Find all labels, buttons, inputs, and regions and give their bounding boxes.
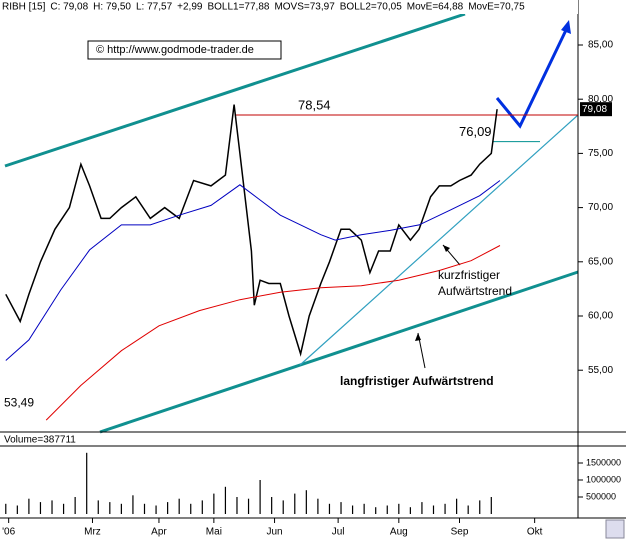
volume-bar: [167, 502, 169, 514]
y-tick-label: 80,00: [588, 94, 613, 105]
y-tick-label: 85,00: [588, 40, 613, 51]
annotation: Aufwärtstrend: [438, 284, 512, 298]
volume-bar: [317, 498, 319, 514]
tool-button[interactable]: [605, 519, 625, 539]
x-tick-label: Mai: [206, 527, 222, 538]
volume-bar: [444, 503, 446, 514]
volume-bar: [282, 500, 284, 514]
header-item: BOLL2=70,05: [340, 2, 402, 13]
header-item: BOLL1=77,88: [207, 2, 269, 13]
level-label: 76,09: [459, 124, 492, 139]
x-tick-label: Sep: [451, 527, 469, 538]
volume-bar: [432, 505, 435, 514]
volume-bar: [305, 490, 307, 514]
long-trend-line: [99, 270, 579, 434]
header-item: MOVS=73,97: [274, 2, 335, 13]
volume-bar: [386, 505, 388, 514]
volume-bar: [28, 498, 30, 514]
price-line: [5, 104, 498, 357]
volume-bar: [271, 497, 273, 514]
y-tick-label: 60,00: [588, 311, 613, 322]
volume-bar: [247, 498, 250, 514]
header-bar: [0, 0, 578, 14]
volume-bar: [456, 498, 458, 514]
volume-title: Volume=387711: [4, 435, 76, 446]
annotation: langfristiger Aufwärtstrend: [340, 374, 494, 388]
header-item: H: 79,50: [93, 2, 131, 13]
volume-bar: [375, 507, 377, 514]
pointer-head: [443, 245, 450, 252]
forecast-arrowhead: [561, 20, 571, 34]
volume-bar: [132, 495, 134, 514]
volume-bar: [62, 503, 65, 514]
pointer-head: [415, 333, 421, 341]
volume-bar: [74, 497, 76, 514]
upper-trend-line: [4, 12, 466, 168]
volume-y-tick-label: 1000000: [586, 474, 621, 484]
low-label: 53,49: [4, 396, 34, 410]
volume-bar: [120, 503, 122, 514]
volume-bar: [16, 505, 18, 514]
y-tick-label: 70,00: [588, 202, 613, 213]
y-tick-label: 65,00: [588, 256, 613, 267]
header-item: MovE=64,88: [407, 2, 464, 13]
x-tick-label: Apr: [151, 527, 167, 538]
volume-bar: [409, 507, 411, 514]
volume-bar: [201, 500, 203, 514]
volume-bar: [224, 486, 227, 514]
header-item: +2,99: [177, 2, 203, 13]
volume-bar: [178, 498, 180, 514]
header-item: C: 79,08: [50, 2, 88, 13]
volume-bar: [398, 503, 400, 514]
header-item: MovE=70,75: [468, 2, 525, 13]
volume-bar: [421, 502, 423, 514]
volume-bar: [39, 502, 42, 514]
volume-y-tick-label: 500000: [586, 491, 616, 501]
price-line: [5, 180, 501, 361]
volume-bar: [294, 493, 296, 514]
price-tag: [580, 102, 612, 117]
x-tick-label: Jul: [332, 527, 345, 538]
x-tick-label: Okt: [527, 527, 543, 538]
annotation: kurzfristiger: [438, 268, 500, 282]
header-item: RIBH [15]: [2, 2, 46, 13]
volume-bar: [155, 505, 157, 514]
forecast-path: [495, 27, 569, 129]
volume-bar: [86, 452, 88, 514]
volume-bar: [328, 503, 331, 514]
x-tick-label: Jun: [266, 527, 282, 538]
x-tick-label: Aug: [390, 527, 408, 538]
y-tick-label: 75,00: [588, 148, 613, 159]
volume-bar: [259, 480, 261, 514]
volume-y-tick-label: 1500000: [586, 457, 621, 467]
volume-bar: [51, 500, 53, 514]
volume-bar: [236, 497, 238, 514]
volume-bar: [190, 503, 192, 514]
price-line: [45, 245, 501, 421]
volume-bar: [467, 505, 469, 514]
level-label: 78,54: [298, 97, 331, 112]
volume-bar: [5, 503, 7, 514]
volume-bar: [340, 502, 342, 514]
price-tag-label: 79,08: [582, 104, 607, 115]
copyright: © http://www.godmode-trader.de: [96, 44, 254, 56]
volume-bar: [213, 493, 215, 514]
header-item: L: 77,57: [136, 2, 173, 13]
volume-bar: [143, 503, 146, 514]
volume-bar: [363, 503, 365, 514]
y-tick-label: 55,00: [588, 365, 613, 376]
volume-bar: [479, 500, 481, 514]
volume-bar: [97, 500, 99, 514]
x-tick-label: Mrz: [84, 527, 101, 538]
copyright-box: [87, 40, 282, 60]
x-tick-label: '06: [2, 527, 15, 538]
volume-bar: [109, 502, 111, 514]
volume-bar: [351, 505, 354, 514]
volume-bar: [490, 497, 492, 514]
short-trend-line: [299, 114, 579, 366]
